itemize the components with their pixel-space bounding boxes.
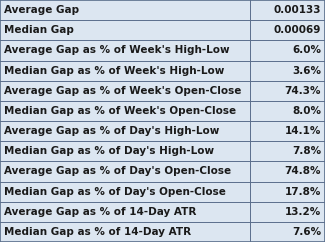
Text: Average Gap as % of Week's High-Low: Average Gap as % of Week's High-Low bbox=[4, 45, 229, 55]
Text: Average Gap as % of Week's Open-Close: Average Gap as % of Week's Open-Close bbox=[4, 86, 241, 96]
Text: Median Gap as % of 14-Day ATR: Median Gap as % of 14-Day ATR bbox=[4, 227, 191, 237]
Text: 7.6%: 7.6% bbox=[292, 227, 321, 237]
Text: Average Gap as % of Day's High-Low: Average Gap as % of Day's High-Low bbox=[4, 126, 219, 136]
Text: 74.3%: 74.3% bbox=[285, 86, 321, 96]
Text: Median Gap as % of Week's High-Low: Median Gap as % of Week's High-Low bbox=[4, 66, 224, 76]
Text: 74.8%: 74.8% bbox=[285, 166, 321, 176]
Text: Median Gap: Median Gap bbox=[4, 25, 74, 35]
Text: 7.8%: 7.8% bbox=[292, 146, 321, 156]
Text: 14.1%: 14.1% bbox=[285, 126, 321, 136]
Text: Median Gap as % of Week's Open-Close: Median Gap as % of Week's Open-Close bbox=[4, 106, 236, 116]
Text: 17.8%: 17.8% bbox=[285, 187, 321, 197]
Text: 8.0%: 8.0% bbox=[292, 106, 321, 116]
Text: 0.00069: 0.00069 bbox=[274, 25, 321, 35]
Text: Average Gap: Average Gap bbox=[4, 5, 79, 15]
Text: 0.00133: 0.00133 bbox=[274, 5, 321, 15]
Text: 3.6%: 3.6% bbox=[292, 66, 321, 76]
Text: 6.0%: 6.0% bbox=[292, 45, 321, 55]
Text: Median Gap as % of Day's Open-Close: Median Gap as % of Day's Open-Close bbox=[4, 187, 226, 197]
Text: Median Gap as % of Day's High-Low: Median Gap as % of Day's High-Low bbox=[4, 146, 214, 156]
Text: Average Gap as % of 14-Day ATR: Average Gap as % of 14-Day ATR bbox=[4, 207, 196, 217]
Text: 13.2%: 13.2% bbox=[285, 207, 321, 217]
Text: Average Gap as % of Day's Open-Close: Average Gap as % of Day's Open-Close bbox=[4, 166, 231, 176]
